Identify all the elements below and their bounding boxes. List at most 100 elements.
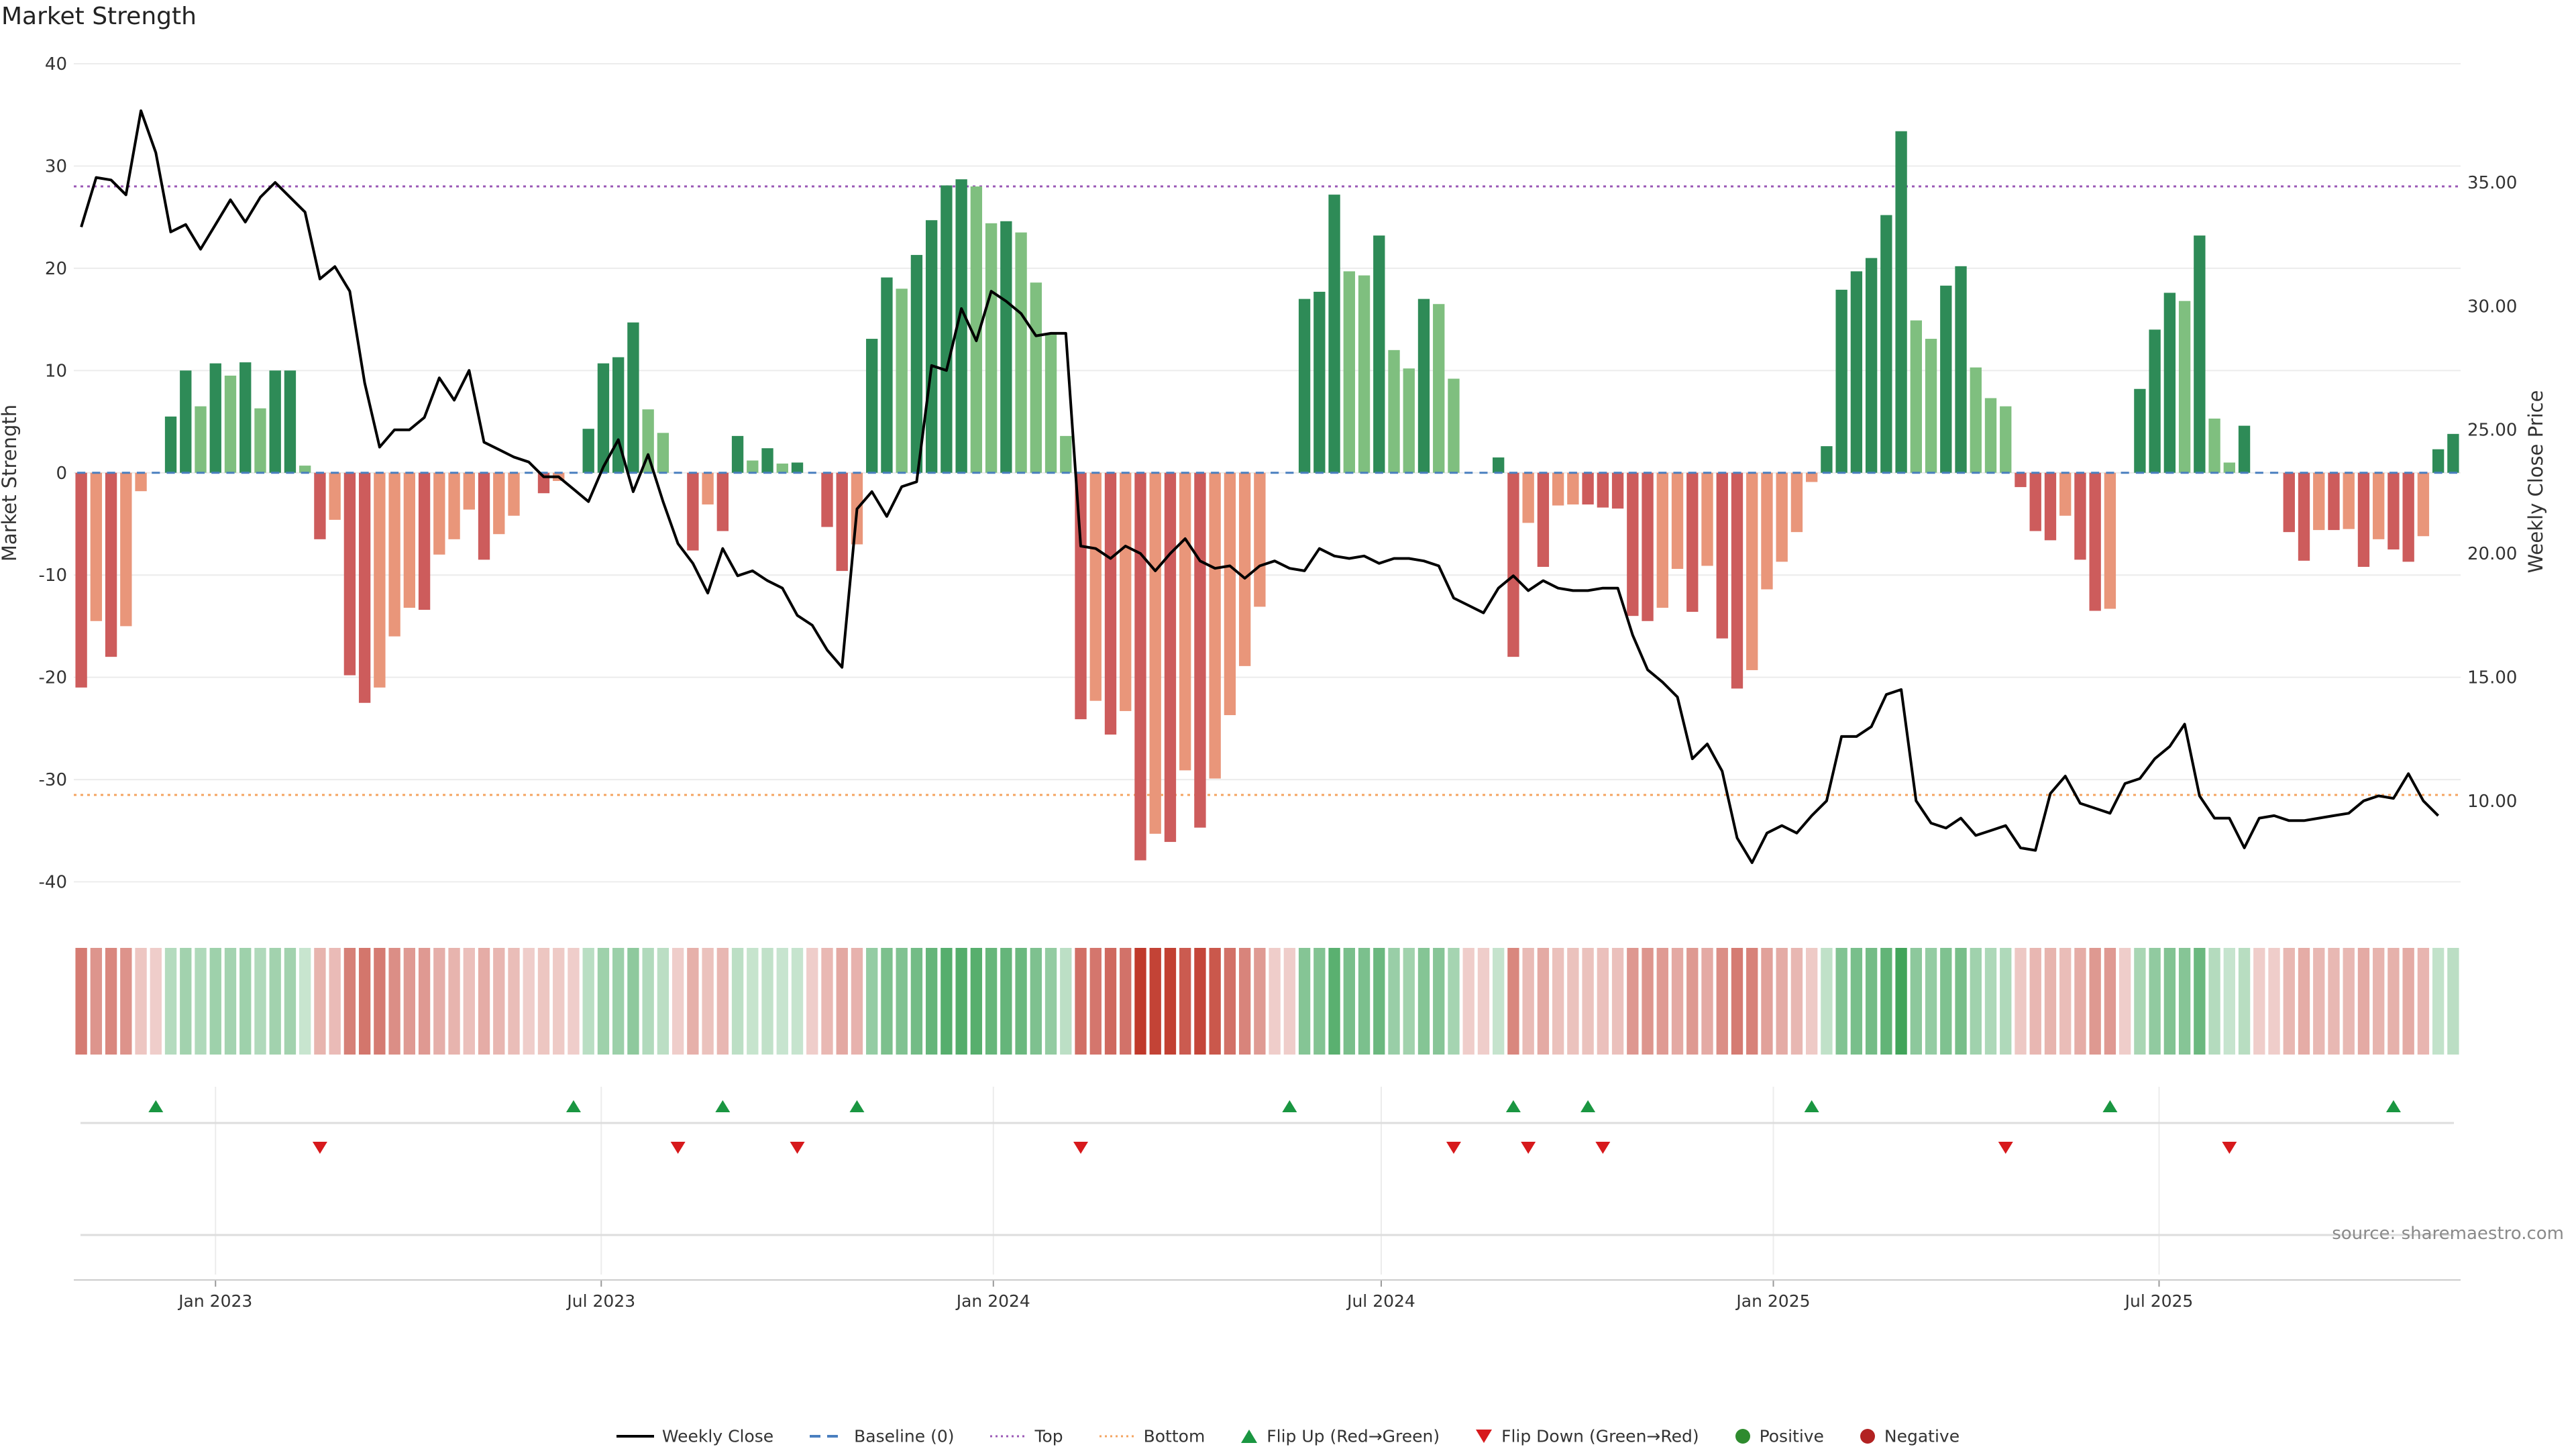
heat-cell: [896, 948, 908, 1055]
strength-bar: [2208, 418, 2220, 473]
strength-bar: [374, 472, 386, 688]
heat-cell: [1597, 948, 1609, 1055]
heat-cell: [269, 948, 281, 1055]
strength-bar: [1209, 472, 1221, 779]
strength-bar: [343, 472, 356, 676]
heat-cell: [1254, 948, 1266, 1055]
strength-bar: [1552, 472, 1564, 506]
heat-cell: [2149, 948, 2161, 1055]
strength-bar: [2298, 472, 2310, 561]
flip-up-marker: [2385, 1100, 2401, 1112]
heat-cell: [702, 948, 714, 1055]
strength-bar: [1044, 333, 1057, 473]
strength-bar: [627, 322, 639, 473]
heat-cell: [1164, 948, 1177, 1055]
strength-bar: [881, 277, 893, 473]
heat-cell: [254, 948, 266, 1055]
strength-bar: [1149, 472, 1161, 834]
heat-cell: [687, 948, 699, 1055]
heat-cell: [209, 948, 221, 1055]
y-tick-label: 20: [45, 259, 67, 279]
strength-bar: [2432, 449, 2445, 473]
heat-cell: [1209, 948, 1221, 1055]
strength-bar: [1537, 472, 1550, 567]
legend-item-negative: Negative: [1859, 1426, 1960, 1446]
legend-item-positive: Positive: [1734, 1426, 1824, 1446]
legend-item-top: Top: [989, 1426, 1063, 1446]
heat-cell: [1970, 948, 1982, 1055]
strength-bar: [1120, 472, 1132, 711]
strength-bar: [1955, 266, 1967, 473]
y-tick-label: 40: [45, 54, 67, 74]
heat-cell: [1850, 948, 1863, 1055]
strength-bar: [1790, 472, 1803, 533]
strength-bar: [284, 370, 297, 473]
strength-bar: [955, 179, 967, 473]
strength-bar: [1507, 472, 1519, 657]
heat-cell: [776, 948, 788, 1055]
heat-cell: [925, 948, 938, 1055]
strength-bar: [2104, 472, 2116, 609]
strength-bar: [239, 362, 252, 473]
flip-up-marker: [148, 1100, 164, 1112]
strength-bar: [180, 370, 192, 473]
flip-up-marker: [566, 1100, 581, 1112]
heat-cell: [329, 948, 341, 1055]
heat-cell: [1731, 948, 1743, 1055]
strength-bar: [1865, 258, 1878, 473]
legend-label: Positive: [1759, 1426, 1824, 1446]
strength-bar: [2194, 235, 2206, 473]
strength-bar: [2178, 301, 2191, 473]
heat-cell: [418, 948, 431, 1055]
heat-cell: [1627, 948, 1639, 1055]
strength-bar: [1835, 289, 1847, 473]
heat-cell: [493, 948, 505, 1055]
strength-bar: [254, 408, 266, 473]
strength-bar: [985, 223, 998, 473]
strength-bar: [2313, 472, 2325, 531]
strength-bar: [836, 472, 848, 572]
heat-cell: [1120, 948, 1132, 1055]
heat-cell: [866, 948, 878, 1055]
heat-cell: [2089, 948, 2101, 1055]
heat-cell: [1403, 948, 1415, 1055]
heat-cell: [553, 948, 565, 1055]
heat-cell: [2313, 948, 2325, 1055]
strength-bar: [2283, 472, 2295, 533]
strength-bar: [2089, 472, 2101, 611]
strength-bar: [941, 185, 953, 473]
heat-cell: [2223, 948, 2235, 1055]
heat-cell: [1537, 948, 1550, 1055]
strength-bar: [1761, 472, 1773, 590]
strength-bar: [1895, 131, 1907, 473]
flip-markers: [80, 1100, 2454, 1236]
heat-cell: [239, 948, 252, 1055]
heat-cell: [821, 948, 833, 1055]
heat-cell: [2208, 948, 2220, 1055]
strength-bar: [1910, 320, 1923, 473]
strength-bar: [299, 466, 311, 473]
heat-cell: [627, 948, 639, 1055]
strength-bar: [2149, 329, 2161, 473]
strength-bar: [1984, 398, 1997, 473]
x-tick-label: Jan 2023: [177, 1291, 252, 1311]
dotted-swatch-icon: [990, 1435, 1026, 1438]
strength-bar: [866, 339, 878, 473]
x-tick-label: Jul 2025: [2124, 1291, 2194, 1311]
strength-bar: [910, 255, 923, 473]
heat-cell: [1686, 948, 1699, 1055]
strength-bar: [1746, 472, 1758, 670]
triangle-up-icon: [1241, 1429, 1258, 1443]
heat-cell: [1373, 948, 1385, 1055]
strength-bar: [2328, 472, 2340, 531]
strength-bar: [2223, 462, 2235, 473]
heat-cell: [1089, 948, 1102, 1055]
heat-cell: [1642, 948, 1654, 1055]
strength-bar: [1060, 435, 1072, 473]
y2-tick-label: 35.00: [2467, 173, 2517, 193]
heat-cell: [2298, 948, 2310, 1055]
strength-bar: [1582, 472, 1594, 505]
strength-bar: [657, 433, 669, 473]
strength-heat-strip: [75, 948, 2459, 1055]
